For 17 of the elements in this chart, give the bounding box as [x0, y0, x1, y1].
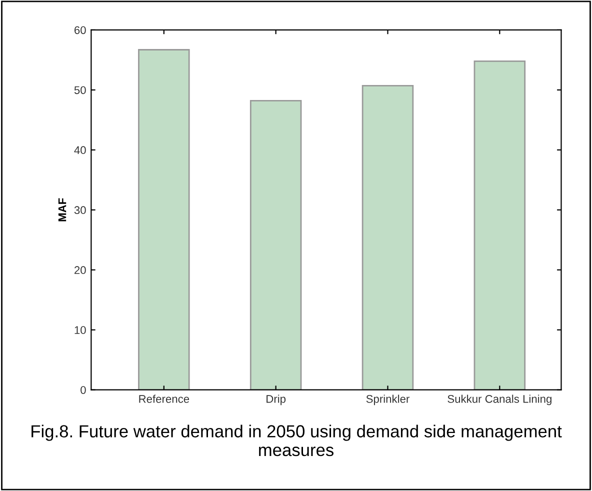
- x-tick-label: Drip: [266, 394, 286, 406]
- bar: [362, 85, 414, 390]
- y-axis-title: MAF: [58, 198, 66, 222]
- bar: [250, 100, 302, 390]
- y-tick-label: 50: [74, 86, 86, 94]
- x-tick-label: Sukkur Canals Lining: [448, 394, 552, 406]
- y-tick-label: 10: [74, 326, 86, 334]
- bar: [138, 49, 190, 390]
- y-tick-label: 30: [74, 206, 86, 214]
- y-tick-label: 40: [74, 146, 86, 154]
- bar: [474, 60, 526, 390]
- caption: Fig.8. Future water demand in 2050 using demand side management measures: [32, 424, 562, 456]
- x-tick-label: Sprinkler: [366, 394, 410, 406]
- y-tick-label: 0: [80, 386, 86, 394]
- y-tick-label: 60: [74, 26, 86, 34]
- x-tick-label: Reference: [139, 394, 190, 403]
- y-tick-label: 20: [74, 266, 86, 274]
